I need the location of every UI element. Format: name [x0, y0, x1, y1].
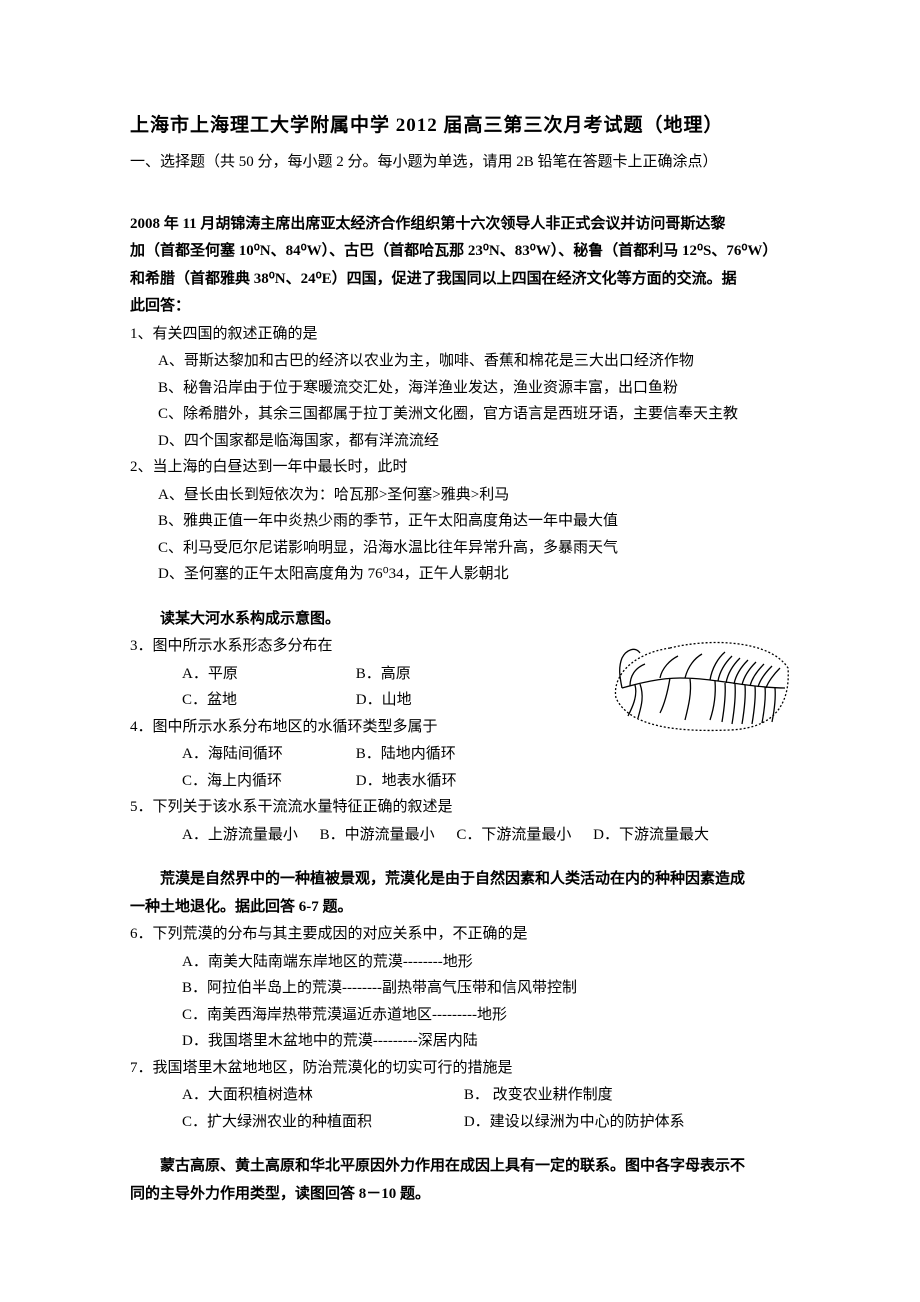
- passage-1-line-4: 此回答：: [130, 294, 800, 320]
- question-2-stem: 2、当上海的白昼达到一年中最长时，此时: [130, 455, 800, 481]
- question-1-option-d: D、四个国家都是临海国家，都有洋流流经: [130, 429, 800, 455]
- question-5-option-d: D．下游流量最大: [593, 823, 709, 849]
- question-2-option-b: B、雅典正值一年中炎热少雨的季节，正午太阳高度角达一年中最大值: [130, 509, 800, 535]
- question-5-option-c: C．下游流量最小: [456, 823, 571, 849]
- question-2-option-c: C、利马受厄尔尼诺影响明显，沿海水温比往年异常升高，多暴雨天气: [130, 536, 800, 562]
- question-6-option-d: D．我国塔里木盆地中的荒漠---------深居内陆: [130, 1029, 800, 1055]
- question-4-option-c: C．海上内循环: [182, 769, 312, 795]
- question-6-option-b: B．阿拉伯半岛上的荒漠--------副热带高气压带和信风带控制: [130, 976, 800, 1002]
- passage-3-line-1: 荒漠是自然界中的一种植被景观，荒漠化是由于自然因素和人类活动在内的种种因素造成: [130, 867, 800, 893]
- question-1-stem: 1、有关四国的叙述正确的是: [130, 322, 800, 348]
- question-5-stem: 5．下列关于该水系干流流水量特征正确的叙述是: [130, 795, 800, 821]
- question-7-options-row-1: A．大面积植树造林 B． 改变农业耕作制度: [130, 1083, 800, 1109]
- question-1-option-b: B、秘鲁沿岸由于位于寒暖流交汇处，海洋渔业发达，渔业资源丰富，出口鱼粉: [130, 376, 800, 402]
- question-6-option-a: A．南美大陆南端东岸地区的荒漠--------地形: [130, 950, 800, 976]
- question-2-option-d: D、圣何塞的正午太阳高度角为 76⁰34，正午人影朝北: [130, 562, 800, 588]
- question-5-option-a: A．上游流量最小: [182, 823, 298, 849]
- section-header: 一、选择题（共 50 分，每小题 2 分。每小题为单选，请用 2B 铅笔在答题卡…: [130, 150, 800, 176]
- question-1-option-c: C、除希腊外，其余三国都属于拉丁美洲文化圈，官方语言是西班牙语，主要信奉天主教: [130, 402, 800, 428]
- question-4-options-row-2: C．海上内循环 D．地表水循环: [130, 769, 800, 795]
- question-6-option-c: C．南美西海岸热带荒漠逼近赤道地区---------地形: [130, 1003, 800, 1029]
- passage-1-line-3: 和希腊（首都雅典 38⁰N、24⁰E）四国，促进了我国同以上四国在经济文化等方面…: [130, 267, 800, 293]
- question-7-options-row-2: C．扩大绿洲农业的种植面积 D．建设以绿洲为中心的防护体系: [130, 1110, 800, 1136]
- page-title: 上海市上海理工大学附属中学 2012 届高三第三次月考试题（地理）: [130, 110, 800, 142]
- question-1-option-a: A、哥斯达黎加和古巴的经济以农业为主，咖啡、香蕉和棉花是三大出口经济作物: [130, 349, 800, 375]
- passage-4-line-2: 同的主导外力作用类型，读图回答 8－10 题。: [130, 1182, 800, 1208]
- question-3-option-d: D．山地: [356, 688, 412, 714]
- question-5-option-b: B．中游流量最小: [320, 823, 435, 849]
- question-5-options: A．上游流量最小 B．中游流量最小 C．下游流量最小 D．下游流量最大: [130, 823, 800, 849]
- question-3-option-a: A．平原: [182, 662, 312, 688]
- passage-4-line-1: 蒙古高原、黄土高原和华北平原因外力作用在成因上具有一定的联系。图中各字母表示不: [130, 1154, 800, 1180]
- passage-1-line-1: 2008 年 11 月胡锦涛主席出席亚太经济合作组织第十六次领导人非正式会议并访…: [130, 212, 800, 238]
- question-4-options-row-1: A．海陆间循环 B．陆地内循环: [130, 742, 800, 768]
- question-7-option-a: A．大面积植树造林: [182, 1083, 460, 1109]
- river-system-diagram: [610, 628, 790, 738]
- question-4-option-b: B．陆地内循环: [356, 742, 456, 768]
- question-7-option-c: C．扩大绿洲农业的种植面积: [182, 1110, 460, 1136]
- question-6-stem: 6．下列荒漠的分布与其主要成因的对应关系中，不正确的是: [130, 922, 800, 948]
- question-2-option-a: A、昼长由长到短依次为：哈瓦那>圣何塞>雅典>利马: [130, 483, 800, 509]
- passage-3-line-2: 一种土地退化。据此回答 6-7 题。: [130, 895, 800, 921]
- question-4-option-d: D．地表水循环: [356, 769, 457, 795]
- question-3-option-b: B．高原: [356, 662, 411, 688]
- question-4-option-a: A．海陆间循环: [182, 742, 312, 768]
- question-7-stem: 7．我国塔里木盆地地区，防治荒漠化的切实可行的措施是: [130, 1056, 800, 1082]
- passage-1-line-2: 加（首都圣何塞 10⁰N、84⁰W）、古巴（首都哈瓦那 23⁰N、83⁰W）、秘…: [130, 239, 800, 265]
- question-3-option-c: C．盆地: [182, 688, 312, 714]
- question-7-option-d: D．建设以绿洲为中心的防护体系: [464, 1110, 742, 1136]
- question-7-option-b: B． 改变农业耕作制度: [464, 1083, 742, 1109]
